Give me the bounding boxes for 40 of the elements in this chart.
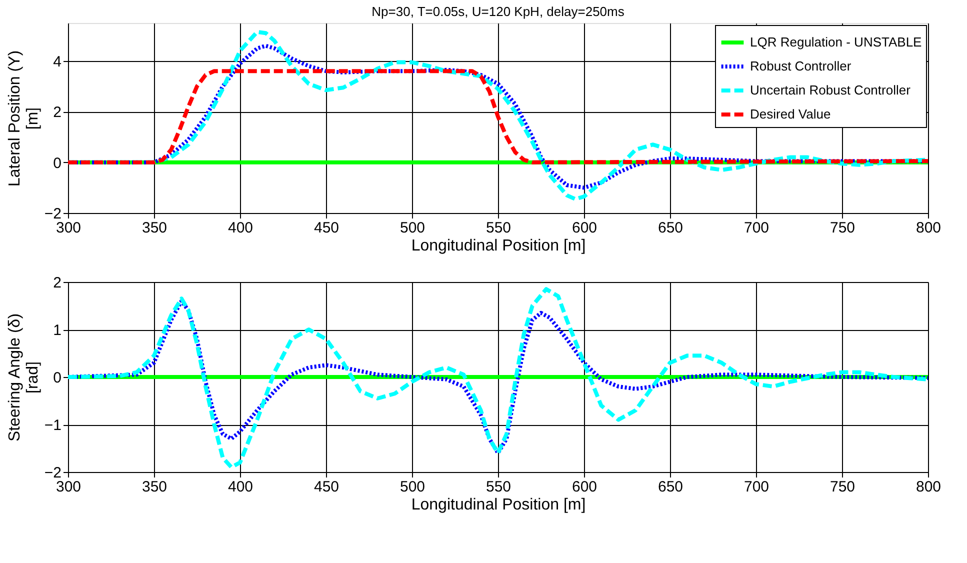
y-axis-title: Steering Angle (δ) [rad] bbox=[6, 313, 42, 442]
x-tick-label: 750 bbox=[830, 478, 856, 496]
x-tick-label: 550 bbox=[486, 478, 512, 496]
x-tick-label: 400 bbox=[228, 220, 254, 236]
y-tick-label: 0 bbox=[53, 370, 62, 386]
x-axis-title: Longitudinal Position [m] bbox=[411, 496, 586, 514]
x-tick-label: 500 bbox=[400, 478, 426, 496]
x-tick-label: 300 bbox=[56, 478, 82, 496]
x-tick-label: 700 bbox=[744, 220, 770, 236]
x-tick-label: 600 bbox=[572, 220, 598, 236]
legend-label: Desired Value bbox=[750, 106, 831, 122]
x-tick-label: 350 bbox=[142, 220, 168, 236]
x-tick-label: 500 bbox=[400, 220, 426, 236]
y-tick-label: 1 bbox=[53, 322, 62, 339]
chart-title: Np=30, T=0.05s, U=120 KpH, delay=250ms bbox=[372, 4, 625, 19]
y-tick-label: 2 bbox=[53, 274, 62, 292]
y-tick-label: 2 bbox=[53, 104, 62, 122]
legend-label: Uncertain Robust Controller bbox=[750, 82, 912, 98]
y-tick-label: 4 bbox=[53, 54, 62, 70]
x-tick-label: 800 bbox=[916, 220, 942, 236]
legend-label: LQR Regulation - UNSTABLE bbox=[750, 34, 922, 50]
x-tick-label: 650 bbox=[658, 478, 684, 496]
legend-label: Robust Controller bbox=[750, 58, 852, 74]
y-tick-label: −2 bbox=[44, 206, 62, 222]
x-tick-label: 450 bbox=[314, 220, 340, 236]
y-tick-label: −2 bbox=[44, 464, 62, 482]
x-tick-label: 300 bbox=[56, 220, 82, 236]
y-tick-label: 0 bbox=[53, 154, 62, 172]
y-axis-title: Lateral Position (Y) [m] bbox=[6, 50, 42, 187]
x-tick-label: 350 bbox=[142, 478, 168, 496]
x-tick-label: 800 bbox=[916, 478, 942, 496]
y-tick-label: −1 bbox=[44, 417, 62, 434]
x-tick-label: 400 bbox=[228, 478, 254, 496]
x-axis-title: Longitudinal Position [m] bbox=[411, 238, 586, 254]
x-tick-label: 600 bbox=[572, 478, 598, 496]
x-tick-label: 650 bbox=[658, 220, 684, 236]
x-tick-label: 550 bbox=[486, 220, 512, 236]
x-tick-label: 700 bbox=[744, 478, 770, 496]
x-tick-label: 750 bbox=[830, 220, 856, 236]
x-tick-label: 450 bbox=[314, 478, 340, 496]
